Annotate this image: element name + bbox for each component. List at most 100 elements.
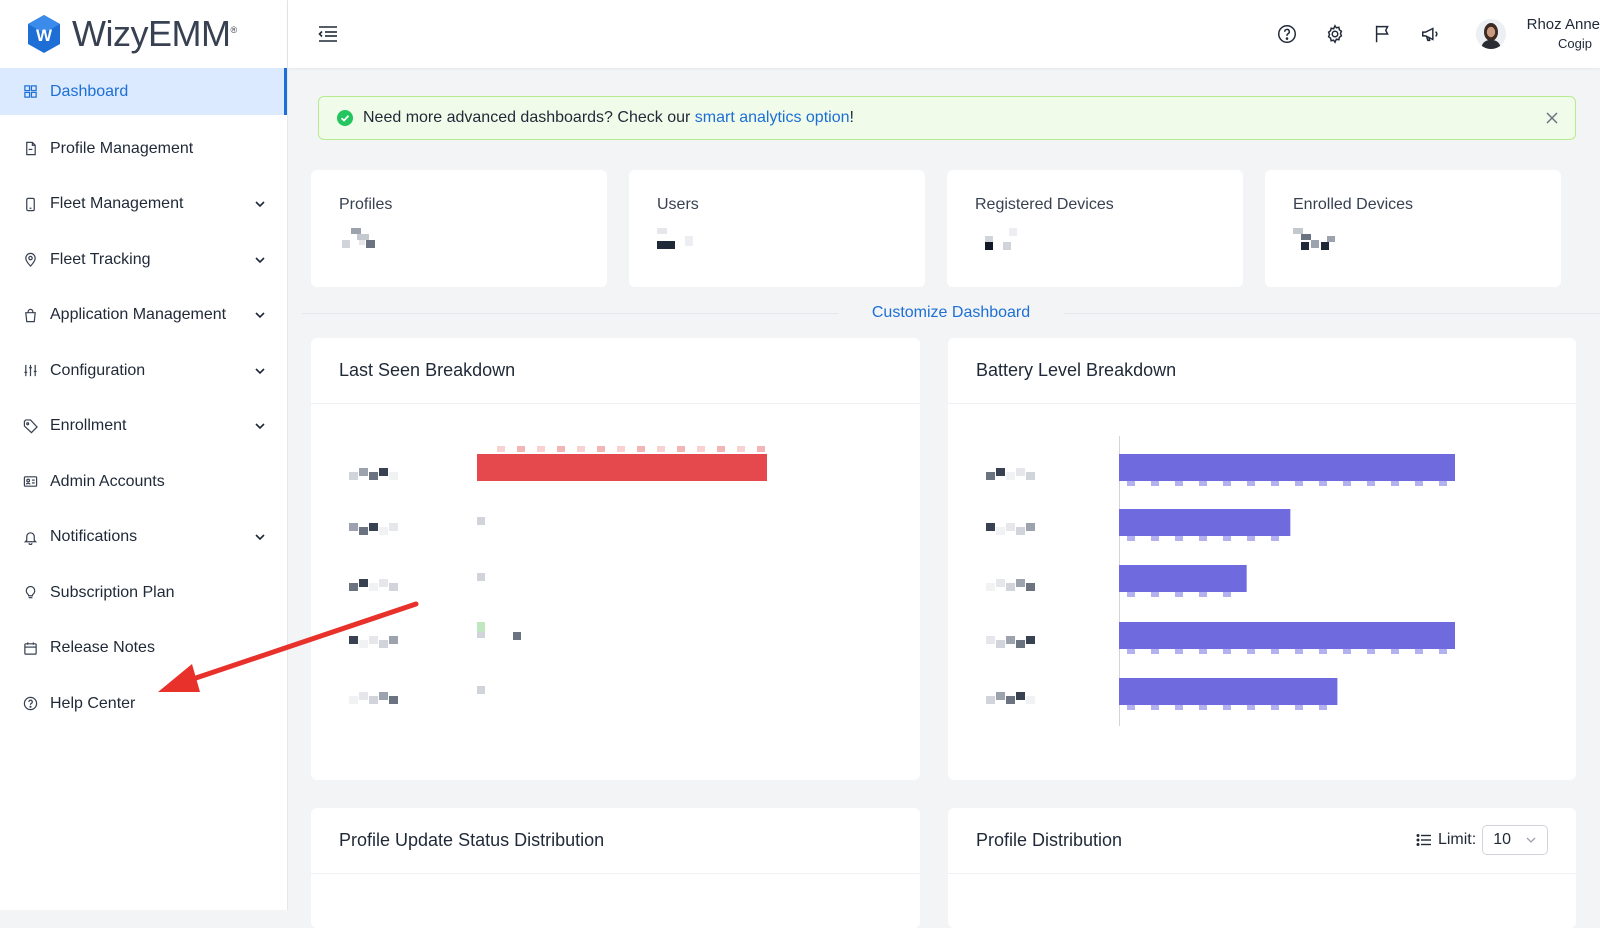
user-menu[interactable]: Rhoz Anne Cogip <box>1476 15 1600 53</box>
sidebar-item-fleet-management[interactable]: Fleet Management <box>0 177 287 233</box>
sidebar-item-release-notes[interactable]: Release Notes <box>0 621 287 677</box>
tag-icon <box>22 418 38 434</box>
smart-analytics-link[interactable]: smart analytics option <box>695 109 850 127</box>
obscured-label <box>1026 696 1035 704</box>
phone-icon <box>22 196 38 212</box>
sidebar-item-label: Dashboard <box>50 83 267 101</box>
sidebar-item-label: Help Center <box>50 695 267 713</box>
obscured-label <box>389 472 398 480</box>
help-icon[interactable] <box>1276 23 1298 45</box>
settings-icon[interactable] <box>1324 23 1346 45</box>
sidebar-item-configuration[interactable]: Configuration <box>0 343 287 399</box>
obscured-label <box>379 468 388 476</box>
obscured-label <box>1006 696 1015 704</box>
obscured-label <box>349 472 358 480</box>
obscured-tick <box>1271 649 1279 654</box>
obscured-tick <box>1319 481 1327 486</box>
chevron-down-icon[interactable] <box>253 197 267 211</box>
close-icon[interactable] <box>1545 111 1559 125</box>
obscured-tick <box>637 446 645 452</box>
obscured-label <box>369 583 378 591</box>
stat-title: Users <box>657 196 897 214</box>
obscured-label <box>986 472 995 480</box>
chart-bar-small <box>477 622 485 632</box>
obscured-tick <box>1247 536 1255 541</box>
customize-dashboard-link[interactable]: Customize Dashboard <box>838 304 1064 322</box>
obscured-tick <box>1271 705 1279 710</box>
stat-card-registered-devices[interactable]: Registered Devices <box>947 170 1243 287</box>
obscured-tick <box>1367 481 1375 486</box>
flag-icon[interactable] <box>1372 23 1394 45</box>
obscured-tick <box>537 446 545 452</box>
obscured-tick <box>1271 481 1279 486</box>
list-icon <box>1416 832 1432 848</box>
obscured-tick <box>1247 705 1255 710</box>
obscured-tick <box>1295 705 1303 710</box>
obscured-tick <box>1127 536 1135 541</box>
sidebar-item-label: Fleet Tracking <box>50 251 253 269</box>
chevron-down-icon[interactable] <box>253 419 267 433</box>
stat-card-profiles[interactable]: Profiles <box>311 170 607 287</box>
obscured-label <box>996 579 1005 587</box>
obscured-tick <box>1223 481 1231 486</box>
alert-suffix: ! <box>850 109 854 127</box>
sidebar-item-label: Application Management <box>50 306 253 324</box>
megaphone-icon[interactable] <box>1420 23 1442 45</box>
chevron-down-icon[interactable] <box>253 308 267 322</box>
obscured-label <box>1006 472 1015 480</box>
sidebar-item-subscription-plan[interactable]: Subscription Plan <box>0 565 287 621</box>
obscured-label <box>1026 523 1035 531</box>
obscured-label <box>379 640 388 648</box>
header-actions: Rhoz Anne Cogip <box>1276 15 1600 53</box>
sidebar-item-admin-accounts[interactable]: Admin Accounts <box>0 454 287 510</box>
sidebar-item-profile-management[interactable]: Profile Management <box>0 121 287 177</box>
chevron-down-icon[interactable] <box>253 253 267 267</box>
limit-label: Limit: <box>1438 831 1476 849</box>
chart-bar <box>1119 454 1455 481</box>
bulb-icon <box>22 585 38 601</box>
obscured-tick <box>657 446 665 452</box>
obscured-tick <box>1175 481 1183 486</box>
sidebar-item-fleet-tracking[interactable]: Fleet Tracking <box>0 232 287 288</box>
obscured-tick <box>1151 481 1159 486</box>
sidebar-item-label: Notifications <box>50 528 253 546</box>
obscured-tick <box>1127 481 1135 486</box>
sidebar-item-label: Admin Accounts <box>50 473 267 491</box>
stat-card-users[interactable]: Users <box>629 170 925 287</box>
dashboard-main: Need more advanced dashboards? Check our… <box>288 68 1600 910</box>
obscured-tick <box>1199 592 1207 597</box>
obscured-label <box>986 636 995 644</box>
limit-select[interactable]: 10 <box>1482 825 1548 855</box>
brand-logo[interactable]: W WizyEMM® <box>0 0 287 68</box>
sidebar-item-help-center[interactable]: Help Center <box>0 676 287 732</box>
chevron-down-icon[interactable] <box>253 530 267 544</box>
obscured-label <box>359 527 368 535</box>
chevron-down-icon[interactable] <box>253 364 267 378</box>
customize-divider: Customize Dashboard <box>302 302 1600 324</box>
obscured-label <box>359 579 368 587</box>
chart-bar <box>1119 509 1290 536</box>
obscured-label <box>1016 640 1025 648</box>
sidebar-item-dashboard[interactable]: Dashboard <box>0 68 287 115</box>
sidebar-item-application-management[interactable]: Application Management <box>0 288 287 344</box>
obscured-tick <box>497 446 505 452</box>
alert-text: Need more advanced dashboards? Check our <box>363 109 695 127</box>
chart-bar-empty <box>477 573 485 581</box>
sidebar-item-notifications[interactable]: Notifications <box>0 510 287 566</box>
sidebar-item-enrollment[interactable]: Enrollment <box>0 399 287 455</box>
obscured-label <box>369 472 378 480</box>
obscured-tick <box>1319 649 1327 654</box>
obscured-tick <box>757 446 765 452</box>
avatar-portrait-icon <box>1476 19 1506 49</box>
obscured-label <box>1006 583 1015 591</box>
obscured-tick <box>597 446 605 452</box>
stat-card-enrolled-devices[interactable]: Enrolled Devices <box>1265 170 1561 287</box>
obscured-label <box>379 579 388 587</box>
obscured-tick <box>1439 481 1447 486</box>
obscured-label <box>379 527 388 535</box>
menu-collapse-icon[interactable] <box>316 22 340 46</box>
obscured-tick <box>677 446 685 452</box>
obscured-tick <box>1391 481 1399 486</box>
